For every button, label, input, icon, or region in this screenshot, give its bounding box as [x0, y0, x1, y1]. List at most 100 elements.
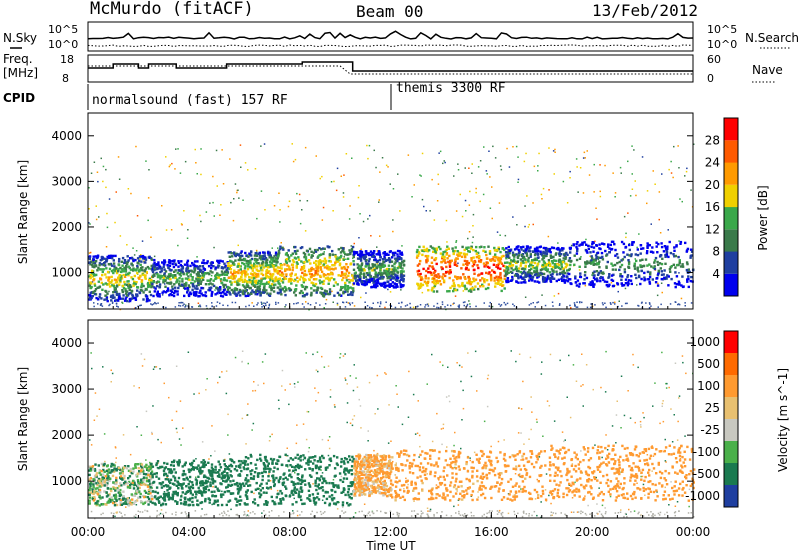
echo-cell: [545, 254, 548, 257]
speck: [153, 366, 156, 368]
echo-cell: [379, 266, 382, 269]
speck: [339, 353, 342, 355]
echo-cell: [415, 250, 419, 254]
ground-speck: [398, 514, 400, 517]
speck: [88, 187, 90, 189]
speck: [211, 503, 213, 506]
echo-cell: [487, 286, 490, 290]
echo-cell: [557, 278, 561, 281]
speck: [500, 168, 503, 171]
echo-cell: [131, 269, 135, 272]
speck: [221, 371, 223, 373]
speck: [344, 353, 346, 355]
ground-speck: [678, 303, 681, 306]
speck: [684, 435, 686, 437]
echo-cell: [374, 283, 377, 286]
echo-cell: [108, 493, 111, 496]
echo-cell: [470, 257, 473, 260]
speck: [378, 201, 380, 203]
echo-cell: [626, 253, 629, 256]
speck: [632, 353, 634, 356]
echo-cell: [368, 252, 371, 255]
speck: [438, 152, 440, 154]
echo-cell: [533, 273, 537, 277]
echo-cell: [274, 251, 278, 254]
speck: [105, 246, 108, 248]
speck: [88, 252, 91, 254]
echo-cell: [163, 259, 166, 262]
speck: [335, 189, 338, 192]
speck: [438, 479, 440, 481]
speck: [287, 466, 289, 468]
echo-cell: [358, 254, 361, 257]
nave-label: Nave: [752, 63, 783, 77]
speck: [181, 224, 183, 226]
echo-cell: [373, 276, 376, 279]
freq-tick-low: 8: [62, 72, 69, 85]
echo-cell: [370, 278, 373, 282]
echo-cell: [97, 464, 100, 467]
echo-cell: [303, 261, 306, 264]
echo-cell: [98, 293, 102, 296]
echo-cell: [555, 247, 558, 250]
echo-cell: [261, 251, 265, 254]
echo-cell: [360, 268, 363, 271]
echo-cell: [139, 289, 143, 292]
echo-cell: [672, 263, 675, 266]
ground-speck: [389, 510, 392, 513]
echo-cell: [662, 250, 666, 253]
ground-speck: [271, 510, 273, 512]
colorbar-segment: [724, 140, 738, 163]
echo-cell: [631, 241, 634, 244]
echo-cell: [219, 259, 222, 262]
echo-cell: [153, 265, 156, 268]
echo-cell: [231, 277, 234, 280]
echo-cell: [338, 256, 341, 259]
speck: [241, 360, 243, 363]
ground-speck: [564, 513, 566, 516]
speck: [534, 498, 537, 500]
echo-cell: [637, 270, 640, 273]
echo-cell: [209, 278, 213, 281]
echo-cell: [610, 278, 613, 282]
echo-cell: [299, 268, 303, 271]
speck: [136, 215, 139, 217]
speck: [489, 207, 492, 209]
echo-cell: [655, 277, 658, 280]
echo-cell: [371, 253, 374, 256]
speck: [426, 473, 428, 475]
echo-cell: [322, 295, 326, 298]
ground-speck: [372, 302, 374, 304]
echo-cell: [239, 258, 242, 262]
ground-speck: [581, 301, 583, 304]
echo-cell: [457, 254, 460, 257]
speck: [431, 440, 434, 443]
echo-cell: [483, 280, 486, 284]
echo-cell: [131, 293, 134, 297]
echo-cell: [462, 252, 466, 256]
ground-speck: [243, 511, 246, 513]
echo-cell: [512, 258, 516, 261]
speck: [301, 209, 303, 211]
echo-cell: [305, 249, 309, 252]
echo-cell: [469, 289, 472, 292]
echo-cell: [388, 258, 392, 261]
speck: [582, 157, 585, 159]
speck: [388, 404, 390, 406]
echo-cell: [445, 252, 449, 255]
echo-cell: [157, 263, 160, 266]
echo-cell: [463, 259, 467, 263]
echo-cell: [338, 293, 341, 297]
echo-cell: [610, 274, 614, 277]
echo-cell: [230, 252, 233, 255]
echo-cell: [151, 275, 155, 278]
echo-cell: [575, 243, 578, 246]
speck: [98, 216, 100, 218]
echo-cell: [237, 262, 240, 265]
nave-line: [88, 65, 693, 75]
ground-speck: [194, 510, 197, 512]
echo-cell: [558, 259, 562, 262]
echo-cell: [102, 268, 105, 271]
echo-cell: [248, 293, 251, 296]
echo-cell: [310, 266, 314, 270]
